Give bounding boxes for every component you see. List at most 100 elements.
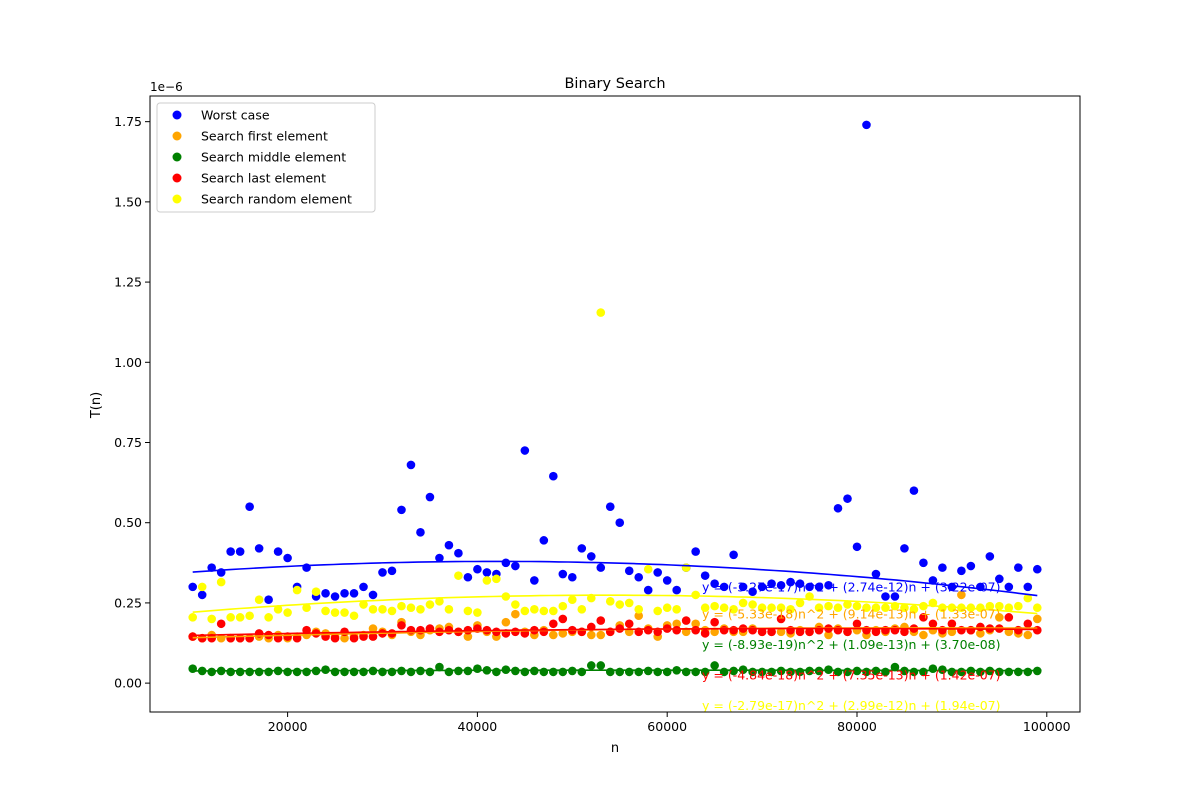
data-point [624, 667, 634, 677]
data-point [511, 627, 520, 637]
data-point [786, 605, 795, 614]
chart-title: Binary Search [564, 76, 665, 92]
y-tick-label: 0.75 [114, 435, 142, 450]
data-point [691, 619, 700, 629]
data-point [311, 587, 321, 596]
y-tick-label: 1.50 [114, 194, 142, 209]
data-point [938, 563, 947, 572]
data-point [871, 569, 881, 579]
data-point [900, 603, 909, 613]
data-point [719, 625, 729, 635]
data-point [416, 605, 425, 614]
data-point [245, 633, 254, 643]
data-point [1023, 630, 1033, 640]
legend-marker [172, 131, 182, 141]
data-point [976, 622, 985, 632]
data-point [245, 667, 254, 677]
data-point [397, 505, 406, 515]
data-point [653, 568, 663, 577]
fit-equation-label: y = (-5.33e-18)n^2 + (9.14e-13)n + (1.33… [702, 607, 1001, 622]
legend-marker [172, 194, 182, 204]
fit-equation-label: y = (-8.93e-19)n^2 + (1.09e-13)n + (3.70… [702, 637, 1001, 652]
data-point [605, 667, 615, 677]
data-point [624, 619, 634, 629]
fit-equation-label: y = (-3.27e-17)n^2 + (2.74e-12)n + (3.22… [702, 579, 1001, 594]
data-point [814, 625, 824, 635]
data-point [425, 667, 435, 677]
series-0 [188, 120, 1042, 605]
data-point [463, 632, 473, 641]
data-point [776, 580, 786, 590]
data-point [501, 558, 511, 568]
data-point [425, 600, 435, 609]
data-point [700, 603, 710, 613]
data-point [416, 528, 425, 537]
data-point [188, 613, 198, 622]
data-point [473, 608, 482, 617]
data-point [995, 601, 1004, 611]
data-point [454, 548, 463, 558]
data-point [273, 605, 283, 614]
data-point [539, 536, 549, 545]
y-tick-label: 1.75 [114, 114, 142, 129]
data-point [615, 518, 625, 528]
data-point [919, 558, 928, 568]
data-point [558, 667, 568, 677]
data-point [871, 627, 881, 637]
data-point [530, 576, 539, 585]
legend-marker [172, 173, 182, 183]
data-point [795, 579, 805, 588]
data-point [387, 566, 397, 576]
data-point [624, 598, 634, 608]
data-point [757, 627, 767, 637]
data-point [738, 582, 748, 592]
data-point [520, 446, 530, 455]
data-point [700, 629, 710, 638]
data-point [321, 606, 330, 616]
data-point [672, 625, 681, 635]
fit-curve [192, 627, 1038, 637]
data-point [605, 597, 615, 606]
data-point [340, 608, 349, 617]
data-point [662, 603, 672, 613]
data-point [700, 571, 710, 580]
legend-label: Search random element [201, 192, 352, 207]
data-point [463, 606, 473, 616]
data-point [549, 471, 558, 481]
data-point [226, 667, 235, 677]
data-point [919, 630, 928, 640]
data-point [321, 665, 330, 674]
data-point [368, 590, 378, 600]
data-point [444, 540, 454, 550]
data-point [596, 563, 606, 572]
data-point [292, 585, 302, 595]
data-point [1023, 667, 1033, 677]
data-point [207, 563, 216, 572]
data-point [900, 544, 909, 553]
data-point [435, 553, 444, 563]
data-point [966, 561, 976, 571]
data-point [511, 609, 520, 619]
data-point [852, 601, 862, 611]
legend-marker [172, 152, 182, 162]
data-point [264, 667, 273, 677]
data-point [1004, 667, 1014, 677]
data-point [976, 629, 985, 638]
data-point [605, 502, 615, 511]
data-point [615, 600, 625, 609]
data-point [549, 667, 558, 677]
data-point [824, 580, 833, 590]
series-4 [188, 308, 1042, 624]
data-point [890, 662, 900, 672]
data-point [757, 603, 767, 613]
data-point [549, 619, 558, 629]
legend-label: Search first element [201, 129, 328, 144]
data-point [824, 601, 833, 611]
data-point [1032, 603, 1042, 613]
x-tick-label: 40000 [458, 719, 498, 734]
data-point [729, 605, 738, 614]
fit-curve [192, 560, 1038, 597]
data-point [643, 564, 653, 574]
data-point [919, 613, 928, 622]
fit-equation-label: y = (-4.84e-18)n^2 + (7.35e-13)n + (1.42… [702, 668, 1001, 683]
